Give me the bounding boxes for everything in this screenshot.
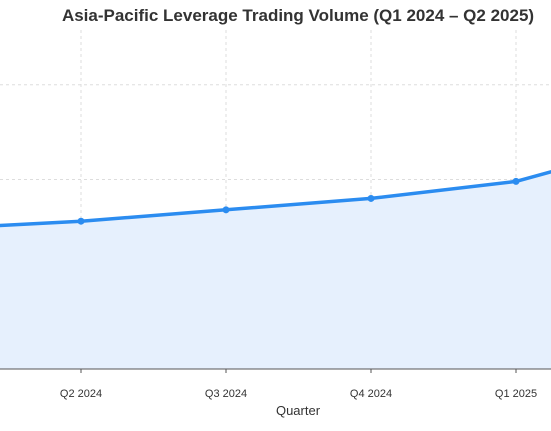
series-line bbox=[0, 169, 551, 228]
data-point bbox=[512, 177, 520, 185]
data-point bbox=[77, 217, 85, 225]
area-fill bbox=[0, 171, 551, 369]
x-tick-label: Q2 2024 bbox=[60, 388, 102, 400]
data-points bbox=[77, 177, 520, 225]
x-tick-label: Q3 2024 bbox=[205, 388, 247, 400]
data-point bbox=[367, 194, 375, 202]
chart-title: Asia-Pacific Leverage Trading Volume (Q1… bbox=[61, 6, 535, 25]
x-axis-label: Quarter bbox=[276, 403, 321, 418]
x-tick-label: Q1 2025 bbox=[495, 388, 537, 400]
data-point bbox=[222, 206, 230, 214]
x-tick-label: Q4 2024 bbox=[350, 388, 392, 400]
